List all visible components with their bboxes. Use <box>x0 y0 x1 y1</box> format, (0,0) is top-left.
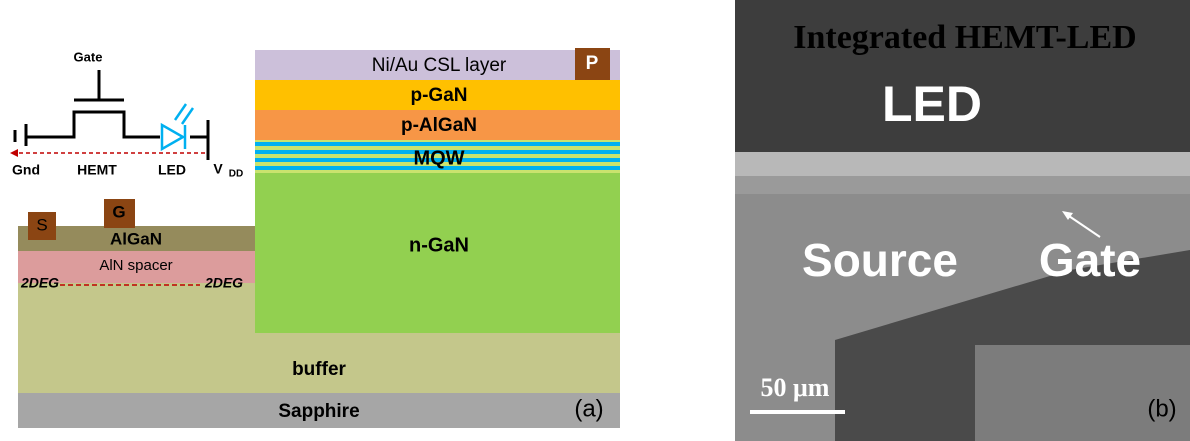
panel-b-title: Integrated HEMT-LED <box>793 19 1136 56</box>
p-pad-label: P <box>586 53 599 74</box>
pad-region <box>975 345 1190 441</box>
pgan-label: p-GaN <box>411 85 468 106</box>
figure: Ni/Au CSL layer P p-GaN p-AlGaN MQW n-Ga… <box>0 0 1190 441</box>
hemt-text: HEMT <box>77 162 117 178</box>
mesa-edge <box>735 152 1190 176</box>
gate-text: Gate <box>74 49 103 64</box>
arrow-head <box>10 149 18 157</box>
2deg-right: 2DEG <box>204 275 243 291</box>
led-text: LED <box>158 162 186 178</box>
panel-a-label: (a) <box>574 395 603 422</box>
scale-text: 50 μm <box>761 373 830 402</box>
2deg-left: 2DEG <box>20 275 59 291</box>
csl-label: Ni/Au CSL layer <box>372 55 507 76</box>
g-pad-label: G <box>112 202 125 221</box>
palgan-label: p-AlGaN <box>401 115 477 136</box>
gate-text-b: Gate <box>1039 234 1141 286</box>
sapphire-label: Sapphire <box>278 401 359 422</box>
gnd-text: Gnd <box>12 162 40 178</box>
led-symbol <box>162 104 193 149</box>
s-pad-label: S <box>36 215 47 234</box>
panel-b: Integrated HEMT-LED LED Source Gate 50 μ… <box>735 0 1190 441</box>
panel-a: Ni/Au CSL layer P p-GaN p-AlGaN MQW n-Ga… <box>10 48 620 428</box>
aln-label: AlN spacer <box>99 257 172 274</box>
led-text-b: LED <box>882 76 982 132</box>
mqw-label: MQW <box>413 147 464 169</box>
vdd-main: V <box>213 161 223 177</box>
buffer-label: buffer <box>292 359 346 380</box>
ngan-label: n-GaN <box>409 234 469 256</box>
panel-b-label: (b) <box>1147 395 1176 422</box>
vdd-sub: DD <box>229 169 243 180</box>
gate-strip <box>735 176 1190 194</box>
source-text: Source <box>802 234 958 286</box>
algan-label: AlGaN <box>110 229 162 248</box>
